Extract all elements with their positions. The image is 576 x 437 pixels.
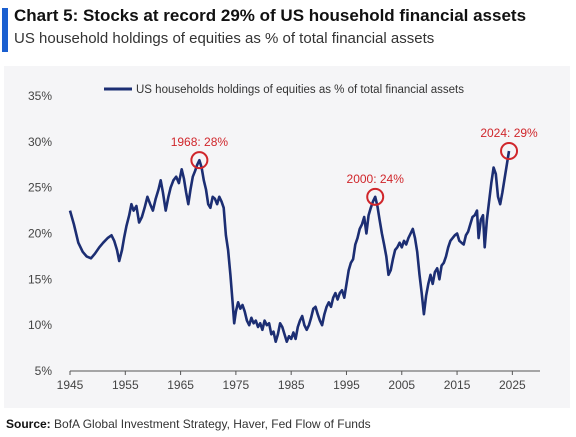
line-chart: 5% 10% 15% 20% 25% 30% 35% 1945 1955 1965 1975 198… [28,84,540,392]
x-tick-label: 2015 [444,378,471,392]
chart-area: 5% 10% 15% 20% 25% 30% 35% 1945 1955 1965 1975 198… [4,66,570,408]
series-line [68,150,511,343]
x-tick-label: 1955 [112,378,139,392]
annotation-label: 2024: 29% [480,126,538,140]
x-axis: 1945 1955 1965 1975 1985 1995 2005 2015 2025 [57,370,540,392]
annotation-label: 2000: 24% [347,172,405,186]
legend: US households holdings of equities as % … [104,84,464,96]
y-tick-label: 20% [28,227,52,241]
chart-subtitle: US household holdings of equities as % o… [14,30,435,47]
x-tick-label: 1995 [333,378,360,392]
x-tick-label: 2005 [388,378,415,392]
x-tick-label: 2025 [499,378,526,392]
y-tick-label: 25% [28,181,52,195]
y-tick-label: 10% [28,318,52,332]
source-text: BofA Global Investment Strategy, Haver, … [54,417,371,431]
title-accent-bar [2,8,8,52]
x-tick-label: 1965 [167,378,194,392]
legend-label: US households holdings of equities as % … [136,84,464,96]
annotation-circle [366,187,385,206]
source-label: Source: [6,417,51,431]
annotation-circle [500,142,519,160]
y-tick-label: 5% [35,364,53,378]
x-tick-label: 1975 [223,378,250,392]
y-tick-label: 15% [28,272,52,286]
y-tick-label: 30% [28,135,52,149]
annotations: 1968: 28% 2000: 24% 2024: 29% [171,126,538,206]
chart-title: Chart 5: Stocks at record 29% of US hous… [14,6,527,25]
annotation-circle [190,151,209,170]
source-note: Source: BofA Global Investment Strategy,… [6,417,371,431]
y-axis: 5% 10% 15% 20% 25% 30% 35% [28,89,52,378]
annotation-label: 1968: 28% [171,135,229,149]
x-tick-label: 1985 [278,378,305,392]
x-tick-label: 1945 [57,378,84,392]
y-tick-label: 35% [28,89,52,103]
